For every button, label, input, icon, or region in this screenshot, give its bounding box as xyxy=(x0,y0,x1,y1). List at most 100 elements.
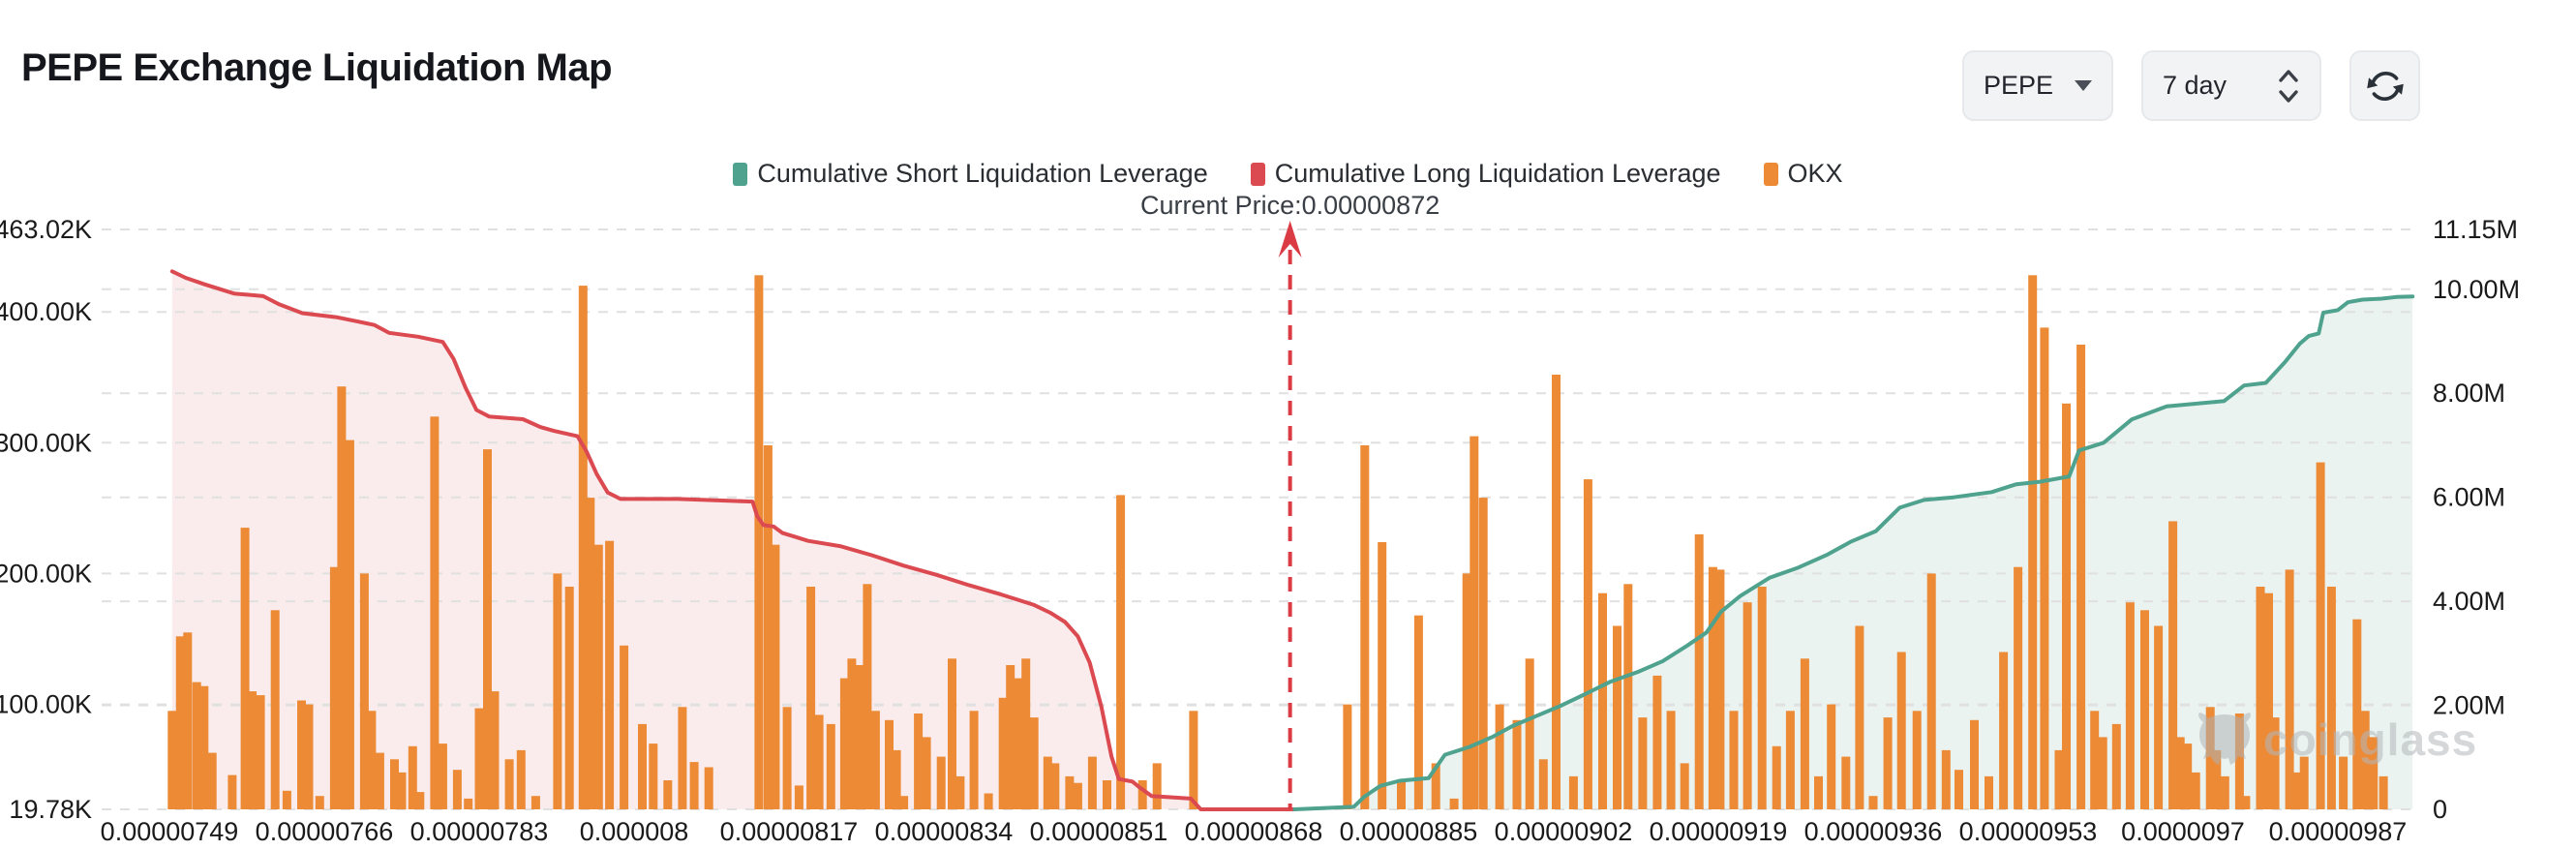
okx-bar xyxy=(1623,584,1633,809)
okx-bar xyxy=(359,573,369,809)
legend-item-cumulative-long[interactable]: Cumulative Long Liquidation Leverage xyxy=(1250,159,1721,189)
refresh-icon xyxy=(2366,71,2404,101)
okx-bar xyxy=(2062,403,2071,809)
left-axis-label: 463.02K xyxy=(0,215,92,244)
okx-bar xyxy=(870,711,880,809)
okx-bar xyxy=(1800,658,1809,809)
okx-bar xyxy=(1189,711,1198,809)
okx-bar xyxy=(892,749,901,809)
okx-bar xyxy=(415,792,425,809)
okx-bar xyxy=(192,682,201,809)
page-title: PEPE Exchange Liquidation Map xyxy=(21,46,613,89)
okx-bar xyxy=(1955,770,1963,809)
okx-bar xyxy=(1896,652,1906,809)
okx-bar xyxy=(678,707,687,809)
okx-bar xyxy=(530,796,540,809)
okx-bar xyxy=(1941,749,1951,809)
okx-bar xyxy=(270,610,280,809)
okx-bar xyxy=(207,752,217,809)
okx-bar xyxy=(390,759,399,809)
okx-bar xyxy=(199,685,209,809)
okx-bar xyxy=(1431,763,1440,809)
okx-bar xyxy=(1029,717,1039,809)
okx-bar xyxy=(438,744,447,809)
okx-bar xyxy=(1680,763,1689,809)
okx-bar xyxy=(899,796,909,809)
okx-bar xyxy=(1883,717,1893,809)
okx-bar xyxy=(2111,723,2121,809)
coin-select-value: PEPE xyxy=(1984,71,2054,100)
okx-bar xyxy=(1729,711,1739,809)
okx-bar xyxy=(2291,772,2301,809)
long-series-swatch-icon xyxy=(1250,162,1265,186)
okx-bar xyxy=(167,711,177,809)
okx-bar xyxy=(304,704,314,809)
x-axis-label: 0.00000987 xyxy=(2269,817,2408,846)
okx-bar xyxy=(2326,587,2336,809)
x-axis-label: 0.00000817 xyxy=(720,817,859,846)
okx-bar xyxy=(1666,711,1676,809)
header-controls: PEPE 7 day xyxy=(1962,50,2446,121)
refresh-button[interactable] xyxy=(2349,50,2420,121)
x-axis-label: 0.00000953 xyxy=(1959,817,2098,846)
okx-bar xyxy=(256,695,265,809)
cumulative-short-line xyxy=(1292,294,2415,811)
okx-bar xyxy=(1087,756,1097,809)
x-axis-label: 0.00000834 xyxy=(875,817,1014,846)
okx-bar xyxy=(1814,775,1823,809)
okx-bar xyxy=(2352,619,2362,809)
left-axis-label: 400.00K xyxy=(0,297,92,326)
okx-bar xyxy=(227,774,237,809)
right-axis-label: 0 xyxy=(2433,795,2447,824)
okx-bar xyxy=(175,636,185,809)
legend-item-cumulative-short[interactable]: Cumulative Short Liquidation Leverage xyxy=(733,159,1208,189)
okx-bar xyxy=(1772,745,1781,809)
okx-bar xyxy=(814,714,824,809)
okx-bar xyxy=(240,528,250,809)
legend-item-okx[interactable]: OKX xyxy=(1763,159,1843,189)
okx-bar xyxy=(794,785,803,809)
okx-bar xyxy=(504,759,514,809)
okx-bar xyxy=(754,275,764,809)
okx-bar xyxy=(183,632,193,809)
x-axis-label: 0.000008 xyxy=(580,817,689,846)
okx-bar xyxy=(408,745,417,809)
okx-bar xyxy=(1583,479,1592,809)
okx-bar xyxy=(2234,713,2244,809)
timeframe-select[interactable]: 7 day xyxy=(2141,50,2321,121)
okx-bar xyxy=(1638,717,1648,809)
okx-bar xyxy=(2154,625,2164,809)
okx-bar xyxy=(1552,375,1561,809)
okx-bar xyxy=(1708,566,1717,809)
okx-bar xyxy=(1014,678,1023,809)
okx-bar xyxy=(1512,719,1522,809)
okx-bar xyxy=(1827,704,1836,809)
okx-bar xyxy=(948,658,956,809)
okx-bar xyxy=(1613,625,1621,809)
okx-bar xyxy=(1065,775,1075,809)
okx-bar xyxy=(2076,345,2086,809)
okx-bar xyxy=(1021,658,1031,809)
okx-bar xyxy=(855,665,864,809)
x-axis-label: 0.00000851 xyxy=(1030,817,1168,846)
okx-bar xyxy=(1478,498,1488,809)
okx-bar xyxy=(1985,775,1993,809)
right-axis-label: 10.00M xyxy=(2433,275,2520,304)
okx-bar xyxy=(826,723,835,809)
okx-bar xyxy=(1970,719,1979,809)
x-axis-label: 0.00000885 xyxy=(1340,817,1478,846)
okx-bar xyxy=(483,449,492,809)
legend-label-okx: OKX xyxy=(1787,159,1843,188)
okx-bar xyxy=(516,749,526,809)
okx-bar xyxy=(1926,573,1936,809)
okx-bar xyxy=(586,498,595,809)
coin-select[interactable]: PEPE xyxy=(1962,50,2113,121)
okx-bar xyxy=(984,793,993,809)
okx-bar xyxy=(2125,602,2135,809)
okx-bar xyxy=(430,416,439,809)
okx-bar xyxy=(248,691,258,809)
okx-bar xyxy=(2241,796,2251,809)
okx-bar xyxy=(2168,521,2178,809)
okx-bar xyxy=(1652,675,1662,809)
